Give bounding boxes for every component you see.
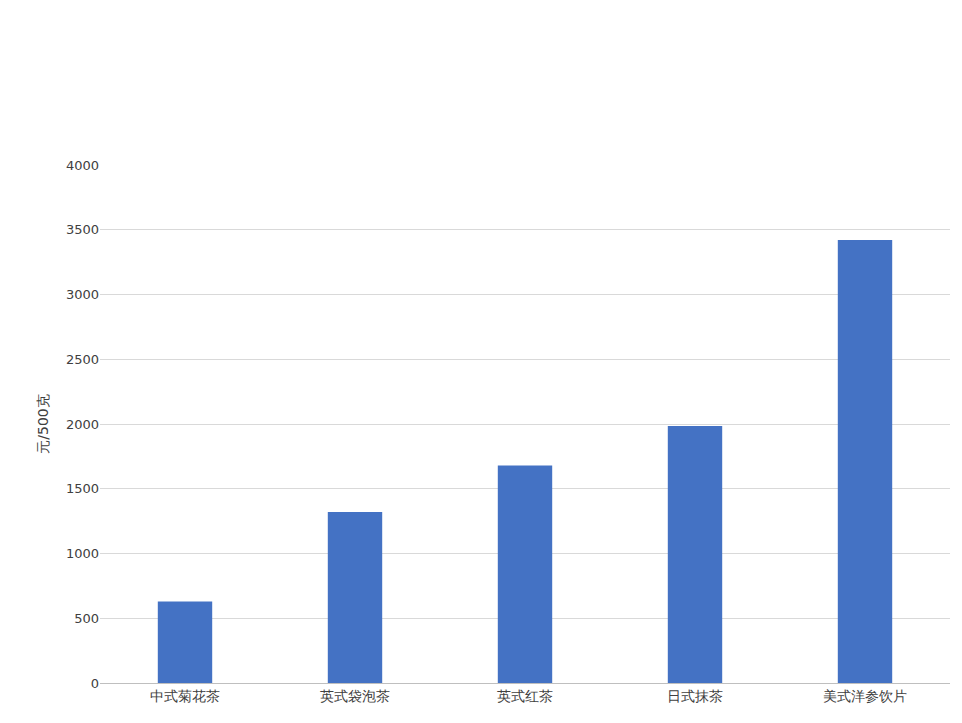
svg-text:2000: 2000 bbox=[66, 417, 99, 432]
svg-text:4000: 4000 bbox=[66, 158, 99, 173]
svg-text:1500: 1500 bbox=[66, 481, 99, 496]
svg-text:500: 500 bbox=[74, 611, 99, 626]
svg-text:1000: 1000 bbox=[66, 546, 99, 561]
svg-text:美式洋参饮片: 美式洋参饮片 bbox=[823, 688, 907, 704]
svg-text:日式抹茶: 日式抹茶 bbox=[667, 688, 723, 704]
svg-text:英式袋泡茶: 英式袋泡茶 bbox=[320, 688, 390, 704]
svg-text:英式红茶: 英式红茶 bbox=[497, 688, 553, 704]
svg-text:3000: 3000 bbox=[66, 287, 99, 302]
svg-text:元/500克: 元/500克 bbox=[35, 394, 51, 453]
svg-text:3500: 3500 bbox=[66, 222, 99, 237]
svg-text:0: 0 bbox=[91, 676, 99, 691]
svg-text:中式菊花茶: 中式菊花茶 bbox=[150, 688, 220, 704]
svg-text:2500: 2500 bbox=[66, 352, 99, 367]
